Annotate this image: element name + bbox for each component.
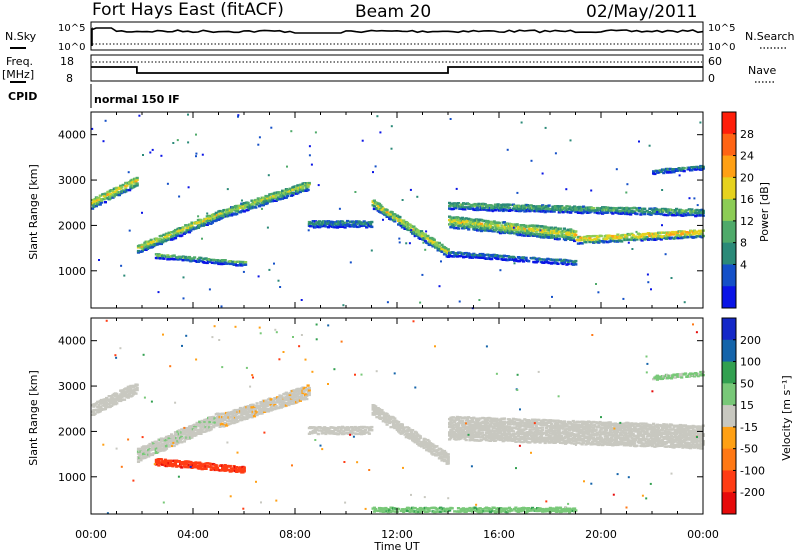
y-tick-label: 1000: [58, 265, 86, 278]
cpid-label: CPID: [8, 90, 37, 103]
time-axis-label: Time UT: [373, 540, 419, 553]
colorbar-step: [722, 177, 736, 199]
velocity-colorbar: 200 100 50 15 -15 -50 -100 -200: [722, 318, 765, 515]
station-title: Fort Hays East (fitACF): [92, 0, 284, 20]
freq-tick-bottom: 8: [66, 72, 73, 85]
y-tick-label: 1000: [58, 471, 86, 484]
nsky-tick-top: 10^5: [58, 23, 85, 34]
colorbar-tick-label: 20: [740, 171, 754, 184]
cpid-text: normal 150 IF: [94, 93, 180, 106]
y-tick-label: 2000: [58, 425, 86, 438]
velocity-ylabel: Slant Range [km]: [27, 370, 40, 466]
time-tick-label: 00:00: [75, 528, 107, 541]
y-tick-label: 3000: [58, 174, 86, 187]
nsky-panel-frame: [91, 22, 703, 50]
nsky-label: N.Sky: [5, 30, 37, 43]
colorbar-tick-label: 8: [740, 237, 747, 250]
colorbar-step: [722, 264, 736, 286]
colorbar-tick-label: -50: [740, 443, 758, 456]
nsearch-label: N.Search: [745, 30, 795, 43]
colorbar-step: [722, 427, 736, 449]
freq-trace: [91, 67, 703, 73]
freq-panel-frame: [91, 55, 703, 81]
nave-label: Nave: [748, 64, 776, 77]
beam-label: Beam 20: [355, 2, 431, 22]
velocity-colorbar-label: Velocity [m s⁻¹]: [780, 375, 793, 460]
colorbar-step: [722, 340, 736, 362]
y-tick-label: 2000: [58, 219, 86, 232]
freq-label-line1: Freq.: [6, 55, 33, 68]
power-echoes: [91, 114, 705, 310]
colorbar-step: [722, 470, 736, 492]
nsky-trace: [91, 28, 703, 46]
colorbar-step: [722, 243, 736, 265]
colorbar-tick-label: 28: [740, 128, 754, 141]
colorbar-step: [722, 134, 736, 156]
time-tick-label: 16:00: [483, 528, 515, 541]
colorbar-step: [722, 449, 736, 471]
colorbar-step: [722, 112, 736, 134]
colorbar-step: [722, 318, 736, 340]
colorbar-tick-label: -100: [740, 464, 765, 477]
colorbar-step: [722, 221, 736, 243]
colorbar-step: [722, 383, 736, 405]
colorbar-step: [722, 362, 736, 384]
colorbar-tick-label: 4: [740, 258, 747, 271]
colorbar-step: [722, 286, 736, 308]
power-colorbar: 28 24 20 16 12 8 4: [722, 112, 754, 309]
y-tick-label: 4000: [58, 335, 86, 348]
power-colorbar-label: Power [dB]: [758, 182, 771, 242]
y-tick-label: 3000: [58, 380, 86, 393]
colorbar-tick-label: 24: [740, 150, 754, 163]
colorbar-tick-label: 12: [740, 215, 754, 228]
y-tick-label: 4000: [58, 129, 86, 142]
velocity-panel-frame: [91, 318, 703, 514]
time-tick-label: 04:00: [177, 528, 209, 541]
nave-tick-top: 60: [708, 55, 722, 68]
colorbar-tick-label: -200: [740, 486, 765, 499]
colorbar-tick-label: 16: [740, 193, 754, 206]
colorbar-tick-label: -15: [740, 421, 758, 434]
nsky-tick-bottom: 10^0: [58, 42, 85, 53]
velocity-echoes: [91, 320, 705, 514]
nsearch-tick-top: 10^5: [708, 23, 735, 34]
freq-tick-top: 18: [60, 55, 74, 68]
colorbar-tick-label: 200: [740, 334, 761, 347]
colorbar-tick-label: 15: [740, 399, 754, 412]
colorbar-tick-label: 50: [740, 377, 754, 390]
date-label: 02/May/2011: [586, 2, 698, 22]
colorbar-step: [722, 199, 736, 221]
colorbar-step: [722, 492, 736, 514]
nsearch-tick-bottom: 10^0: [708, 42, 735, 53]
time-tick-label: 08:00: [279, 528, 311, 541]
time-tick-label: 00:00: [687, 528, 719, 541]
time-tick-label: 20:00: [585, 528, 617, 541]
power-ylabel: Slant Range [km]: [27, 164, 40, 260]
freq-label-line2: [MHz]: [2, 68, 34, 81]
colorbar-tick-label: 100: [740, 356, 761, 369]
colorbar-step: [722, 405, 736, 427]
nave-tick-bottom: 0: [708, 72, 715, 85]
colorbar-step: [722, 156, 736, 178]
